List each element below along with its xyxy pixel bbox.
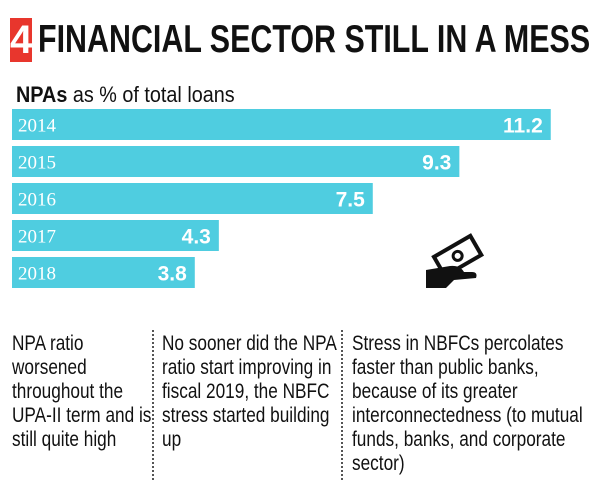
- subtitle-bold: NPAs: [16, 82, 68, 107]
- value-label-2018: 3.8: [158, 263, 188, 286]
- value-label-2017: 4.3: [182, 226, 211, 249]
- value-label-2016: 7.5: [336, 189, 366, 212]
- chart-title: FINANCIAL SECTOR STILL IN A MESS: [38, 18, 591, 61]
- category-label-2018: 2018: [18, 264, 56, 285]
- bar-2014: [12, 109, 551, 140]
- header: 4 FINANCIAL SECTOR STILL IN A MESS: [10, 12, 590, 68]
- notes-divider: [341, 330, 343, 480]
- value-label-2014: 11.2: [503, 115, 543, 138]
- bar-chart: 2014 11.2 2015 9.3 2016 7.5 2017 4.3 2018 3.8: [12, 109, 551, 288]
- bar-2018: [12, 257, 195, 288]
- bar-2016: [12, 183, 373, 214]
- category-label-2016: 2016: [18, 190, 56, 211]
- bar-2017: [12, 220, 219, 251]
- category-label-2015: 2015: [18, 153, 56, 174]
- note-nbfc-stress: No sooner did the NPA ratio start improv…: [162, 332, 336, 451]
- subtitle-rest: as % of total loans: [67, 82, 235, 107]
- category-label-2017: 2017: [18, 227, 56, 248]
- bar-2015: [12, 146, 460, 177]
- section-number-badge: 4: [10, 18, 33, 62]
- value-label-2015: 9.3: [422, 152, 451, 175]
- notes-divider: [152, 330, 154, 480]
- note-npa-ratio: NPA ratio worsened throughout the UPA-II…: [12, 332, 152, 451]
- chart-subtitle: NPAs as % of total loans: [16, 82, 235, 108]
- money-hand-icon: [426, 233, 485, 288]
- category-label-2014: 2014: [18, 116, 57, 137]
- notes-section: NPA ratio worsened throughout the UPA-II…: [0, 320, 600, 489]
- note-interconnectedness: Stress in NBFCs percolates faster than p…: [352, 332, 583, 475]
